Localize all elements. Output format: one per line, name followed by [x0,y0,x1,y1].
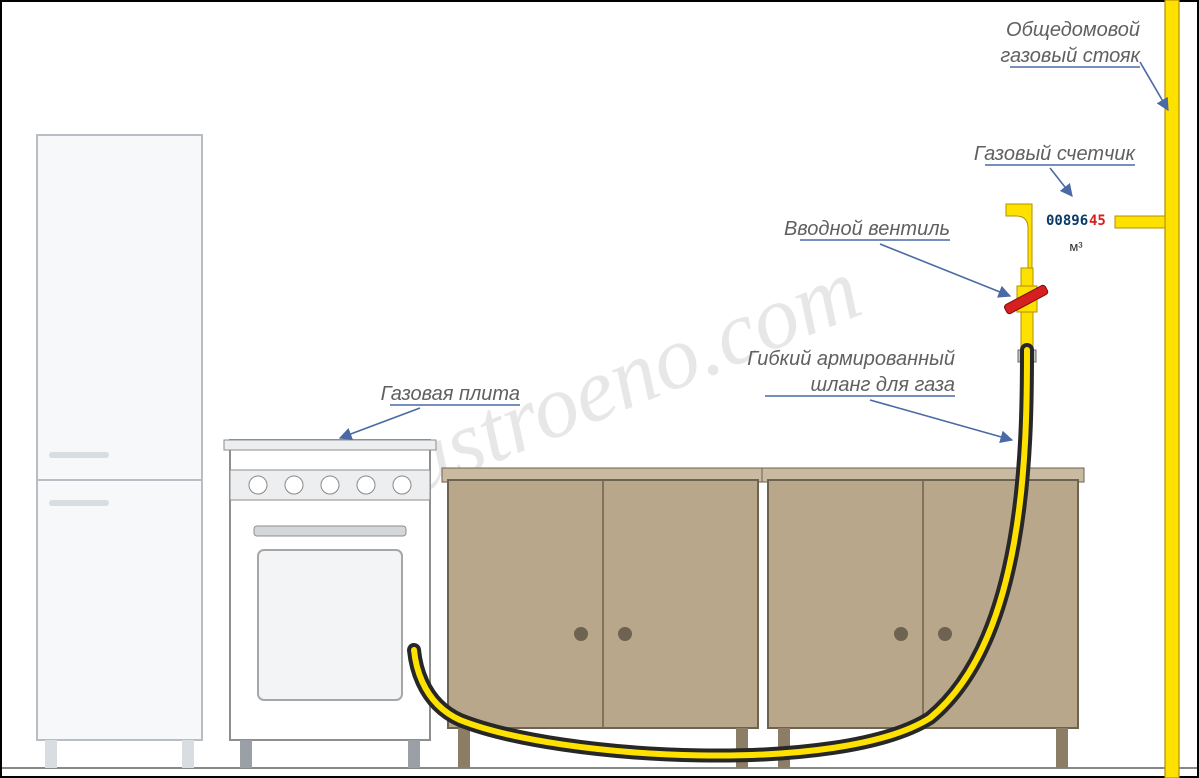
gas-meter: 0089645 м³ [1006,204,1106,268]
svg-text:Вводной вентиль: Вводной вентиль [784,218,950,240]
svg-text:Общедомовой: Общедомовой [1006,19,1140,41]
svg-text:м³: м³ [1069,239,1083,254]
leader-line [870,400,1012,440]
leader-line [1140,62,1168,110]
svg-text:45: 45 [1089,213,1106,229]
svg-text:Гибкий армированный: Гибкий армированный [747,348,955,370]
svg-text:Газовая плита: Газовая плита [381,383,520,405]
label: Газовый счетчик [974,143,1137,165]
stove-knob [321,476,339,494]
gas-stove [224,440,436,768]
stove-knob [357,476,375,494]
svg-text:шланг для газа: шланг для газа [810,374,955,396]
svg-text:газовый стояк: газовый стояк [1000,45,1141,67]
leader-line [880,244,1010,296]
stove-knob [393,476,411,494]
label: Гибкий армированный шланг для газа [747,348,955,396]
label: Вводной вентиль [784,218,950,240]
elbow-pipe [1006,204,1032,268]
svg-text:Газовый счетчик: Газовый счетчик [974,143,1137,165]
fridge [37,135,202,768]
label: Газовая плита [381,383,520,405]
gas-riser [1165,0,1179,778]
branch-pipe [1115,216,1165,228]
leader-line [1050,168,1072,196]
label: Общедомовой газовый стояк [1000,19,1141,67]
stove-knob [285,476,303,494]
svg-text:00896: 00896 [1046,213,1088,229]
stove-knob [249,476,267,494]
